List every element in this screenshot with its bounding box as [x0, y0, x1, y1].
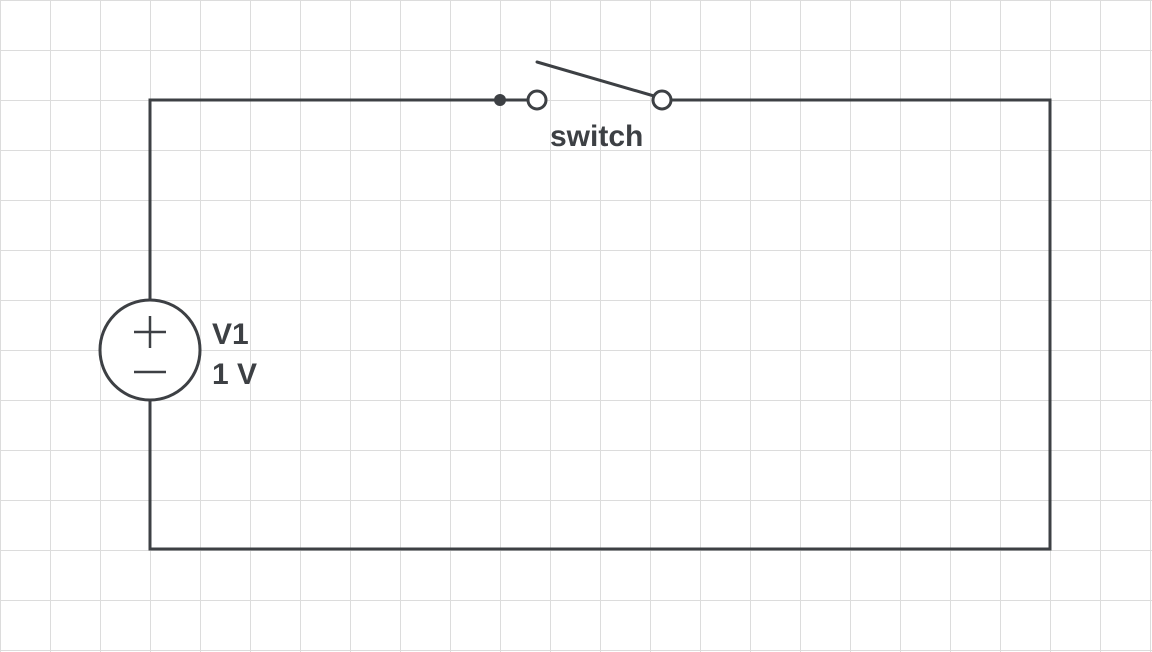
plus-sign-icon — [134, 316, 166, 348]
voltage-source-component[interactable]: V1 1 V — [98, 298, 257, 402]
voltage-source-circle — [98, 298, 202, 402]
switch-terminal-left — [526, 89, 548, 111]
wire-top-right — [148, 98, 1052, 551]
switch-blade — [535, 60, 656, 98]
switch-label: switch — [550, 120, 643, 153]
switch-component[interactable]: switch — [494, 60, 673, 153]
switch-terminal-right — [651, 89, 673, 111]
junction-dot — [494, 94, 506, 106]
voltage-source-name: V1 — [212, 318, 249, 351]
wire-top-left — [148, 98, 502, 302]
voltage-source-value: 1 V — [212, 358, 257, 391]
